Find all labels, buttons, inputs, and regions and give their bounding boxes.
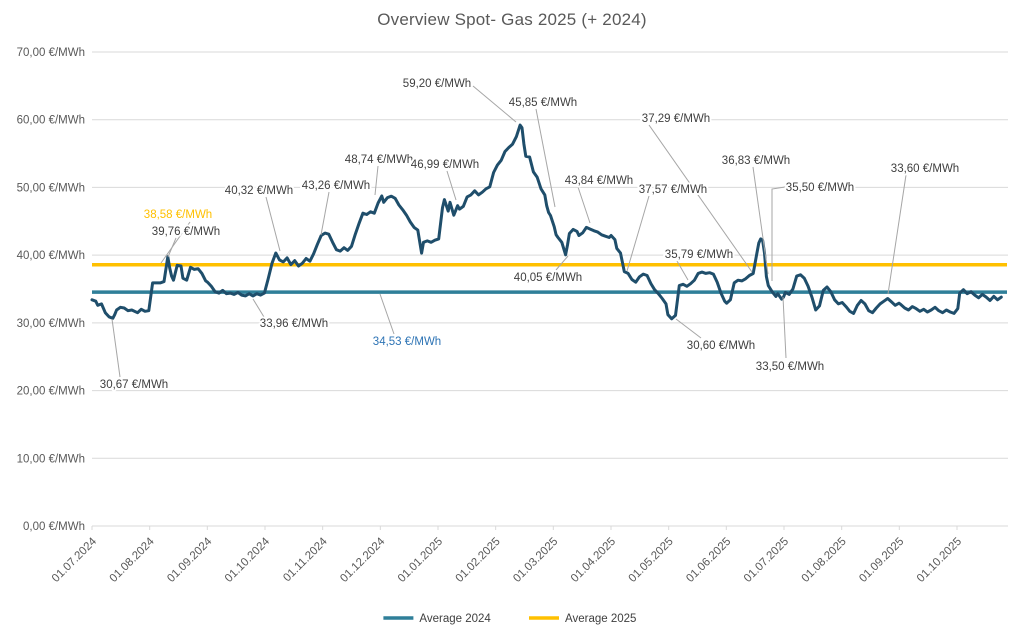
x-axis-label: 01.08.2024 (108, 535, 158, 585)
x-axis-label: 01.12.2024 (338, 535, 388, 585)
annotation-label: 45,85 €/MWh (509, 97, 577, 109)
annotation-leader (320, 191, 330, 236)
annotation-label: 46,99 €/MWh (411, 159, 479, 171)
x-axis-label: 01.09.2025 (857, 536, 906, 585)
legend: Average 2024 Average 2025 (383, 613, 636, 625)
annotation-label: 40,32 €/MWh (225, 185, 293, 197)
annotation-leader (265, 196, 281, 252)
x-axis-label: 01.07.2025 (742, 536, 791, 585)
annotation-leader (472, 85, 517, 123)
annotation-leader (752, 166, 769, 275)
x-axis-label: 01.08.2025 (800, 536, 849, 585)
annotation-leader (887, 174, 907, 295)
annotation-leader (252, 298, 265, 318)
y-axis-label: 10,00 €/MWh (17, 453, 85, 465)
y-axis-label: 70,00 €/MWh (17, 47, 85, 59)
annotation-leader (771, 186, 786, 281)
x-axis-label: 01.10.2024 (223, 535, 273, 585)
annotation-leader (675, 318, 702, 339)
annotation-label: 59,20 €/MWh (403, 78, 471, 90)
annotation-leader (577, 186, 591, 224)
annotation-leader (160, 221, 191, 264)
annotation-label: 37,57 €/MWh (639, 184, 707, 196)
annotation-leader (446, 170, 457, 201)
annotation-leader (782, 296, 787, 359)
x-axis-label: 01.04.2025 (569, 536, 618, 585)
annotation-label: 39,76 €/MWh (152, 226, 220, 238)
annotation-label: 34,53 €/MWh (373, 336, 441, 348)
annotation-label: 33,60 €/MWh (891, 163, 959, 175)
annotation-label: 36,83 €/MWh (722, 155, 790, 167)
annotation-leader (167, 237, 177, 258)
y-axis-label: 30,00 €/MWh (17, 318, 85, 330)
x-axis-label: 01.11.2024 (281, 535, 330, 584)
annotation-label: 33,50 €/MWh (756, 361, 824, 373)
annotation-label: 43,26 €/MWh (302, 180, 370, 192)
annotation-label: 35,50 €/MWh (786, 182, 854, 194)
x-axis-label: 01.07.2024 (50, 535, 100, 585)
y-axis-label: 0,00 €/MWh (23, 521, 85, 533)
annotation-leader (379, 293, 395, 335)
x-axis-label: 01.03.2025 (511, 536, 560, 585)
annotation-leader (555, 255, 569, 271)
y-axis-label: 50,00 €/MWh (17, 182, 85, 194)
annotation-label: 35,79 €/MWh (665, 249, 733, 261)
y-axis-label: 60,00 €/MWh (17, 115, 85, 127)
x-axis-label: 01.01.2025 (396, 536, 445, 585)
annotation-label: 30,67 €/MWh (100, 379, 168, 391)
spot-price-line (90, 123, 1003, 321)
legend-label-2: Average 2025 (565, 613, 636, 625)
annotation-leader (626, 195, 650, 272)
x-axis-label: 01.05.2025 (627, 536, 676, 585)
x-axis-label: 01.10.2025 (915, 536, 964, 585)
x-axis-label: 01.06.2025 (684, 536, 733, 585)
y-axis-label: 20,00 €/MWh (17, 386, 85, 398)
x-axis-label: 01.09.2024 (165, 535, 215, 585)
annotation-label: 30,60 €/MWh (687, 340, 755, 352)
annotation-leader (535, 108, 556, 208)
annotation-leader (374, 165, 379, 196)
legend-label-1: Average 2024 (419, 613, 491, 625)
y-axis-label: 40,00 €/MWh (17, 250, 85, 262)
annotation-label: 40,05 €/MWh (514, 272, 582, 284)
chart-title: Overview Spot- Gas 2025 (+ 2024) (377, 10, 647, 29)
annotation-label: 37,29 €/MWh (642, 113, 710, 125)
annotation-label: 38,58 €/MWh (144, 209, 212, 221)
annotation-leader (648, 124, 753, 273)
annotation-label: 48,74 €/MWh (345, 154, 413, 166)
annotation-label: 43,84 €/MWh (565, 175, 633, 187)
annotation-leader (111, 318, 121, 378)
annotation-label: 33,96 €/MWh (260, 318, 328, 330)
annotation-leader (676, 260, 689, 281)
x-axis-label: 01.02.2025 (454, 536, 503, 585)
